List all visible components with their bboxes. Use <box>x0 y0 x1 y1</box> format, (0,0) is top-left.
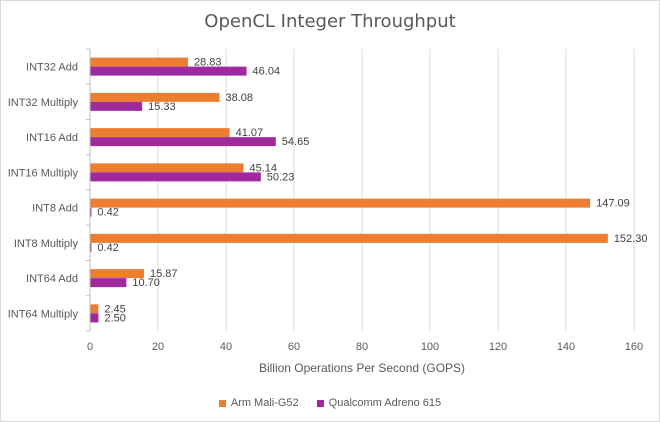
data-label: 46.04 <box>253 66 281 78</box>
data-label: 50.23 <box>267 171 295 183</box>
bar-series-1 <box>90 278 127 288</box>
bar-series-0 <box>90 163 244 173</box>
bar-series-0 <box>90 304 99 314</box>
bar-series-1 <box>90 137 276 147</box>
bar-series-1 <box>90 242 92 252</box>
data-label: 45.14 <box>249 162 277 174</box>
x-tick-label: 140 <box>557 341 575 353</box>
bar-series-1 <box>90 207 92 217</box>
x-tick-label: 80 <box>356 341 368 353</box>
data-label: 152.30 <box>614 233 648 245</box>
data-label: 10.70 <box>132 277 160 289</box>
x-tick-label: 60 <box>288 341 300 353</box>
data-label: 15.87 <box>150 268 178 280</box>
bar-series-0 <box>90 269 144 279</box>
x-tick-label: 40 <box>220 341 232 353</box>
category-label: INT16 Multiply <box>8 167 79 179</box>
data-label: 0.42 <box>97 242 118 254</box>
bar-series-1 <box>90 66 247 76</box>
legend-item-series-1: Qualcomm Adreno 615 <box>316 397 442 409</box>
x-axis-title: Billion Operations Per Second (GOPS) <box>259 361 465 375</box>
chart-title: OpenCL Integer Throughput <box>204 11 456 32</box>
bar-series-0 <box>90 92 220 102</box>
x-tick-label: 20 <box>152 341 164 353</box>
data-label: 0.42 <box>97 207 118 219</box>
category-label: INT64 Multiply <box>8 308 79 320</box>
x-tick-label: 100 <box>421 341 439 353</box>
data-label: 2.50 <box>105 312 126 324</box>
category-label: INT16 Add <box>26 132 78 144</box>
bar-series-0 <box>90 233 608 243</box>
legend-swatch <box>218 399 226 407</box>
data-label: 38.08 <box>225 92 253 104</box>
data-label: 2.45 <box>104 303 125 315</box>
data-label: 54.65 <box>282 136 310 148</box>
legend-label: Arm Mali-G52 <box>230 397 299 409</box>
legend-label: Qualcomm Adreno 615 <box>328 397 442 409</box>
data-label: 147.09 <box>596 198 630 210</box>
category-label: INT64 Add <box>26 273 78 285</box>
bar-series-0 <box>90 57 189 67</box>
category-label: INT32 Add <box>26 62 78 74</box>
category-label: INT32 Multiply <box>8 97 79 109</box>
legend-swatch <box>316 399 324 407</box>
bar-series-1 <box>90 101 143 111</box>
bar-series-1 <box>90 172 261 182</box>
data-label: 28.83 <box>194 57 222 69</box>
x-tick-label: 0 <box>87 341 93 353</box>
legend-item-series-0: Arm Mali-G52 <box>218 397 299 409</box>
data-label: 15.33 <box>148 101 176 113</box>
x-tick-label: 120 <box>489 341 507 353</box>
data-label: 41.07 <box>236 127 264 139</box>
x-tick-label: 160 <box>625 341 643 353</box>
category-label: INT8 Multiply <box>14 238 79 250</box>
category-label: INT8 Add <box>32 203 78 215</box>
bar-series-0 <box>90 198 591 208</box>
bar-series-1 <box>90 313 99 323</box>
bar-series-0 <box>90 128 230 138</box>
legend: Arm Mali-G52 Qualcomm Adreno 615 <box>1 397 659 409</box>
